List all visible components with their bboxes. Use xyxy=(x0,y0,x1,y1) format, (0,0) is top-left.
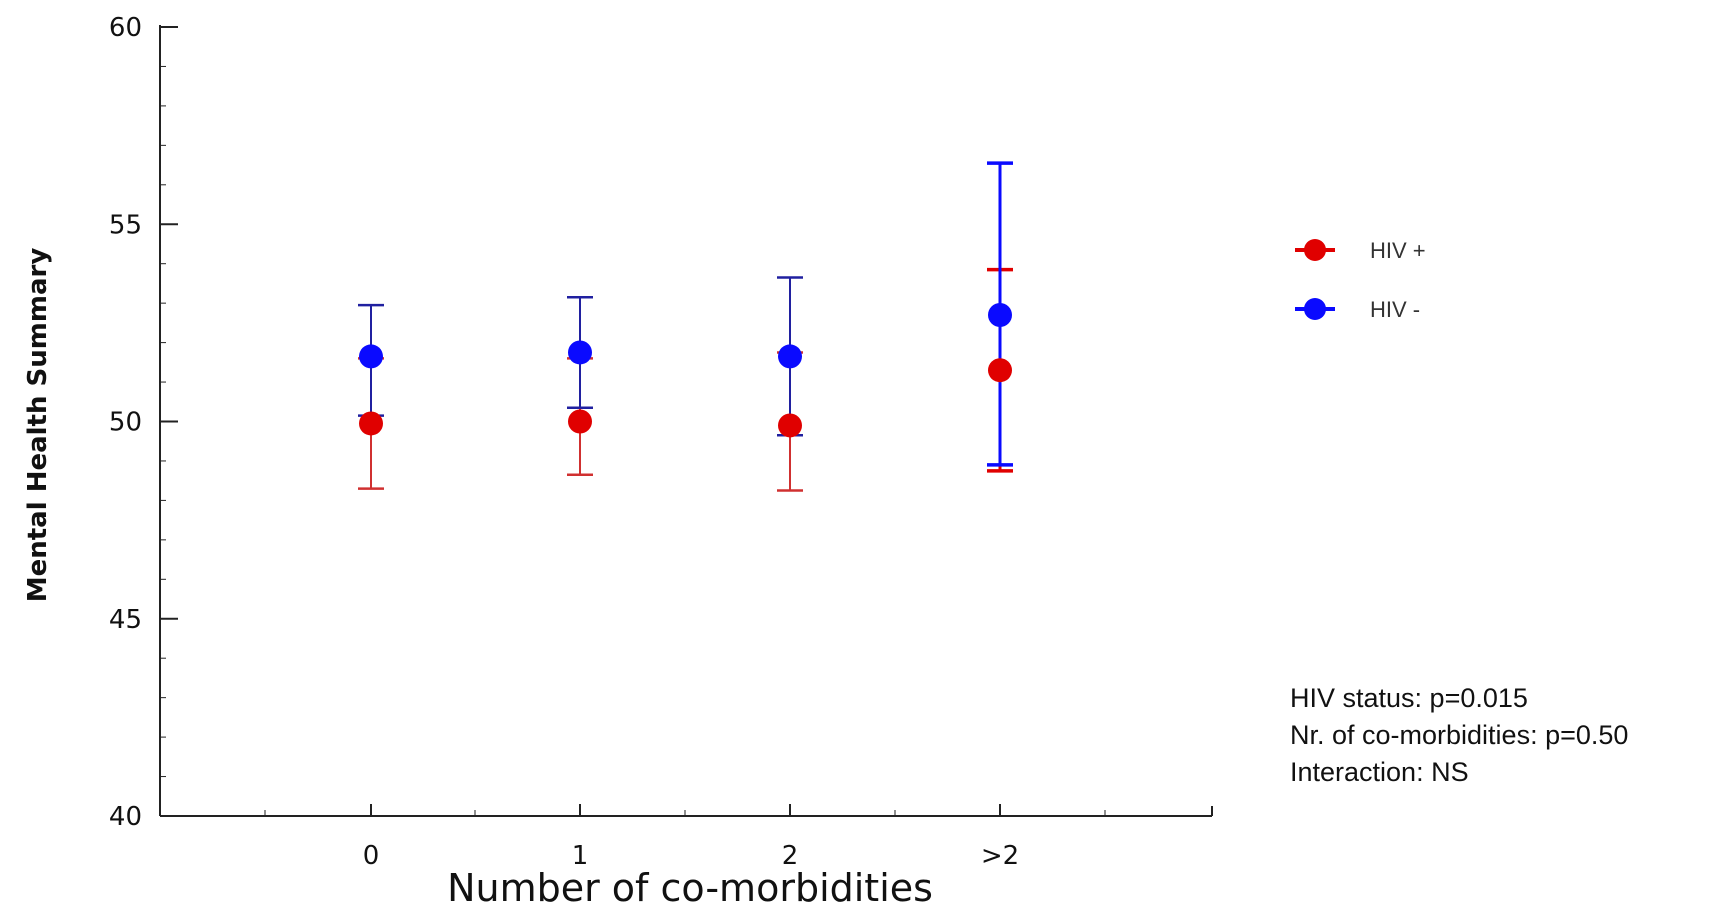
y-tick-label: 50 xyxy=(109,408,142,438)
annotation-interaction: Interaction: NS xyxy=(1290,757,1469,787)
y-tick-label: 60 xyxy=(109,13,142,43)
y-tick-label: 45 xyxy=(109,605,142,635)
data-point xyxy=(778,413,802,438)
x-tick-label: >2 xyxy=(981,841,1019,871)
legend: HIV + HIV - xyxy=(1295,238,1426,322)
data-point xyxy=(988,358,1012,383)
data-point xyxy=(568,340,592,365)
legend-item-hiv-negative: HIV - xyxy=(1295,297,1420,322)
y-tick-label: 55 xyxy=(109,210,142,240)
data-point xyxy=(359,344,383,369)
axes: 40 45 50 55 60 0 1 2 >2 xyxy=(109,13,1213,871)
statistics-annotation: HIV status: p=0.015 Nr. of co-morbiditie… xyxy=(1290,680,1628,791)
series-hiv-positive xyxy=(358,267,1013,492)
legend-label: HIV + xyxy=(1370,238,1426,263)
data-point xyxy=(359,411,383,436)
points-hiv-negative xyxy=(359,302,1012,369)
legend-item-hiv-positive: HIV + xyxy=(1295,238,1426,263)
legend-marker xyxy=(1304,298,1326,320)
data-point xyxy=(988,302,1012,327)
x-tick-label: 0 xyxy=(363,841,380,871)
chart-marks xyxy=(358,161,1013,492)
y-axis-label: Mental Health Summary xyxy=(23,248,53,603)
y-tick-label: 40 xyxy=(109,802,142,832)
data-point xyxy=(778,344,802,369)
x-axis-label: Number of co-morbidities xyxy=(447,866,933,910)
x-tick-label: 1 xyxy=(572,841,589,871)
points-hiv-positive xyxy=(359,358,1012,438)
annotation-comorbidities: Nr. of co-morbidities: p=0.50 xyxy=(1290,720,1629,750)
x-tick-label: 2 xyxy=(782,841,799,871)
legend-marker xyxy=(1304,239,1326,261)
legend-label: HIV - xyxy=(1370,297,1420,322)
annotation-hiv-status: HIV status: p=0.015 xyxy=(1290,683,1528,713)
series-hiv-negative xyxy=(358,161,1013,467)
data-point xyxy=(568,409,592,434)
